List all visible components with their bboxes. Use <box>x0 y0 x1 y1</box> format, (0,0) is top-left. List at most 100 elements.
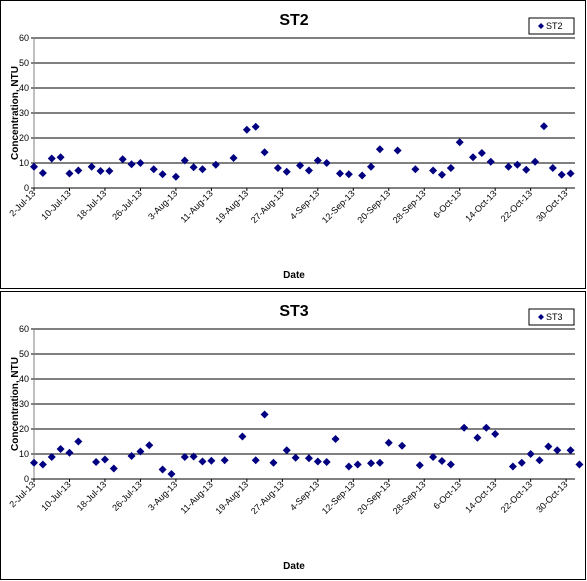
y-tick-label: 30 <box>19 399 29 409</box>
x-tick-label: 11-Aug-13 <box>178 479 214 515</box>
data-point <box>477 149 486 157</box>
data-point <box>282 446 291 455</box>
chart-title: ST2 <box>279 12 308 29</box>
y-tick-label: 30 <box>19 108 29 118</box>
data-point <box>482 423 491 432</box>
data-point <box>313 457 322 466</box>
data-point <box>446 460 455 469</box>
data-point <box>291 453 300 462</box>
data-point <box>56 445 65 453</box>
data-point <box>65 448 74 457</box>
chart-panel-st2: ST2 0 10 20 30 40 50 60 2-Jul-13 10-Jul-13 18-Jul-… <box>0 0 586 289</box>
data-point <box>566 169 575 178</box>
data-point <box>149 165 158 174</box>
x-tick-label: 14-Oct-13 <box>463 479 498 514</box>
data-point <box>544 442 553 451</box>
x-tick-label: 11-Aug-13 <box>178 188 214 224</box>
data-point <box>522 165 531 174</box>
chart-panel-st3: ST3 0 10 20 30 40 50 60 2-Jul-13 10-Jul-13 18-Jul-… <box>0 291 586 580</box>
legend-marker <box>538 314 544 320</box>
data-point <box>486 157 495 166</box>
data-point <box>260 148 269 157</box>
y-tick-label: 10 <box>19 158 29 168</box>
data-point <box>367 459 376 468</box>
data-point <box>127 160 136 169</box>
data-point <box>429 166 438 175</box>
data-point <box>526 450 535 458</box>
data-point <box>127 452 136 460</box>
data-point <box>47 453 56 461</box>
x-tick-label: 26-Jul-13 <box>110 188 144 222</box>
data-point <box>553 446 562 455</box>
data-point <box>189 452 198 461</box>
y-tick-label: 0 <box>24 474 29 484</box>
x-tick-label: 20-Sep-13 <box>355 188 392 225</box>
data-point <box>375 458 384 467</box>
data-point <box>469 153 478 162</box>
data-point <box>251 122 260 131</box>
data-point <box>242 125 251 134</box>
data-point <box>566 446 575 455</box>
data-point <box>145 441 154 450</box>
x-tick-label: 4-Sep-13 <box>288 479 321 512</box>
data-point <box>313 156 322 165</box>
y-tick-label: 0 <box>24 183 29 193</box>
x-tick-label: 14-Oct-13 <box>463 188 498 223</box>
x-tick-label: 27-Aug-13 <box>249 479 286 516</box>
x-tick-label: 30-Oct-13 <box>534 188 569 223</box>
data-point <box>251 456 260 465</box>
y-tick-label: 50 <box>19 58 29 68</box>
x-tick-label: 20-Sep-13 <box>355 479 392 516</box>
x-tick-label: 27-Aug-13 <box>249 188 286 225</box>
data-point <box>229 154 238 162</box>
data-point <box>455 138 464 147</box>
data-point <box>539 122 548 131</box>
x-tick-label: 10-Jul-13 <box>39 188 73 222</box>
x-tick-label: 2-Jul-13 <box>7 188 37 218</box>
x-tick-label: 12-Sep-13 <box>320 479 357 516</box>
data-point <box>238 432 247 441</box>
legend-marker <box>538 23 544 29</box>
x-tick-label: 3-Aug-13 <box>146 188 179 221</box>
data-point <box>65 169 74 178</box>
x-tick-label: 10-Jul-13 <box>39 479 73 513</box>
y-tick-label: 60 <box>19 33 29 43</box>
data-point <box>504 162 513 171</box>
data-point <box>335 169 344 178</box>
data-point <box>207 456 216 465</box>
data-point <box>171 172 180 181</box>
data-point <box>109 464 118 473</box>
chart-st3: ST3 0 10 20 30 40 50 60 2-Jul-13 10-Jul-13 18-Jul-… <box>7 303 584 572</box>
data-point <box>358 171 367 180</box>
data-point <box>548 164 557 172</box>
data-point <box>260 410 269 419</box>
x-tick-label: 18-Jul-13 <box>75 188 109 222</box>
data-point <box>87 162 96 171</box>
x-axis-label: Date <box>283 561 305 572</box>
data-point <box>269 458 278 467</box>
x-tick-label: 4-Sep-13 <box>288 188 321 221</box>
data-point <box>180 156 189 165</box>
x-tick-label: 2-Jul-13 <box>7 479 37 509</box>
x-tick-label: 22-Oct-13 <box>499 479 534 514</box>
data-point <box>535 456 544 465</box>
y-tick-label: 40 <box>19 83 29 93</box>
data-point <box>100 455 109 464</box>
y-tick-label: 20 <box>19 133 29 143</box>
data-point <box>30 162 38 171</box>
data-point <box>136 447 145 456</box>
data-point <box>446 164 455 172</box>
data-point <box>575 460 584 469</box>
data-point <box>304 454 313 463</box>
data-point <box>398 441 407 450</box>
y-axis-label: Concentration, NTU <box>10 66 21 160</box>
legend-box <box>528 308 575 326</box>
data-point <box>38 460 47 469</box>
y-tick-label: 50 <box>19 349 29 359</box>
data-point <box>429 453 438 461</box>
data-point <box>220 456 229 465</box>
data-point <box>118 155 127 164</box>
data-point <box>331 435 340 443</box>
data-point <box>180 453 189 461</box>
x-tick-label: 6-Oct-13 <box>431 479 463 511</box>
